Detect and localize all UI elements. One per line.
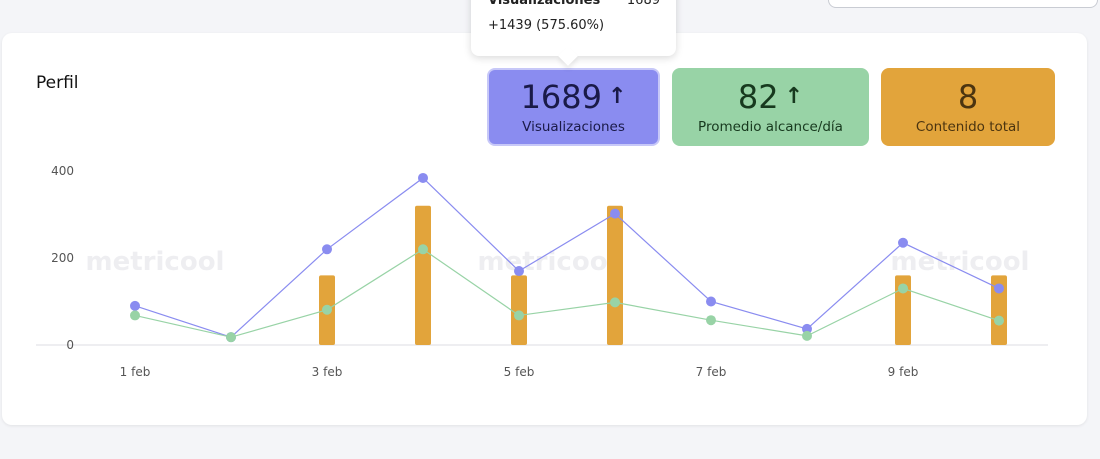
- kpi-views-label: Visualizaciones: [522, 119, 625, 135]
- data-point-views: [898, 237, 908, 248]
- bar: [415, 205, 431, 345]
- data-point-reach: [610, 297, 620, 308]
- data-point-reach: [802, 330, 812, 341]
- data-point-reach: [322, 304, 332, 315]
- arrow-up-icon: ↑: [784, 84, 804, 109]
- x-tick-label: 5 feb: [504, 365, 535, 379]
- kpi-views[interactable]: 1689 ↑ Visualizaciones: [487, 68, 660, 146]
- kpi-views-value: 1689: [520, 78, 602, 116]
- kpi-reach-label: Promedio alcance/día: [698, 119, 843, 135]
- bar: [991, 275, 1007, 345]
- tooltip-row: Visualizaciones 1689: [488, 0, 660, 8]
- y-tick-label: 200: [51, 251, 74, 265]
- y-tick-label: 400: [51, 164, 74, 178]
- tooltip-delta: +1439 (575.60%): [488, 18, 605, 33]
- data-point-reach: [130, 310, 140, 321]
- top-search-input[interactable]: [828, 0, 1098, 8]
- data-point-views: [610, 208, 620, 219]
- data-point-reach: [418, 244, 428, 255]
- data-point-views: [322, 244, 332, 255]
- kpi-total-value-row: 8: [958, 79, 978, 115]
- series-line-reach: [134, 248, 1000, 338]
- x-tick-label: 3 feb: [312, 365, 343, 379]
- series-line-views: [134, 177, 1000, 338]
- data-point-views: [706, 296, 716, 307]
- data-point-reach: [706, 315, 716, 326]
- x-tick-label: 1 feb: [120, 365, 151, 379]
- tooltip-value: 1689: [626, 0, 660, 8]
- profile-panel: Perfil 1689 ↑ Visualizaciones 82 ↑ Prome…: [2, 33, 1087, 425]
- data-point-reach: [514, 310, 524, 321]
- kpi-reach-value: 82: [737, 78, 779, 116]
- data-point-reach: [994, 315, 1004, 326]
- combo-chart: metricool metricool metricool 0 200 400 1 feb 3…: [36, 164, 1048, 379]
- chart-tooltip: Visualizaciones 1689 +1439 (575.60%): [471, 0, 676, 66]
- panel-title: Perfil: [36, 73, 79, 93]
- x-tick-label: 7 feb: [696, 365, 727, 379]
- data-point-reach: [226, 332, 236, 343]
- arrow-up-icon: ↑: [608, 84, 627, 109]
- watermark-text: metricool: [891, 247, 1030, 277]
- data-point-views: [994, 283, 1004, 294]
- watermark-text: metricool: [86, 247, 225, 277]
- y-tick-label: 0: [66, 338, 74, 352]
- kpi-views-value-row: 1689 ↑: [521, 79, 627, 115]
- bar: [607, 205, 623, 345]
- kpi-total-label: Contenido total: [915, 119, 1021, 135]
- kpi-total-value: 8: [957, 78, 979, 116]
- x-tick-label: 9 feb: [888, 365, 919, 379]
- data-point-views: [514, 266, 524, 277]
- kpi-reach-value-row: 82 ↑: [738, 79, 803, 115]
- data-point-reach: [898, 283, 908, 294]
- data-point-views: [418, 172, 428, 183]
- watermark-text: metricool: [478, 247, 617, 277]
- bar: [511, 275, 527, 345]
- data-point-views: [130, 300, 140, 311]
- tooltip-series: Visualizaciones: [488, 0, 601, 8]
- kpi-total-content[interactable]: 8 Contenido total: [881, 68, 1055, 146]
- kpi-reach[interactable]: 82 ↑ Promedio alcance/día: [672, 68, 869, 146]
- data-point-views: [802, 323, 812, 334]
- bar: [895, 275, 911, 345]
